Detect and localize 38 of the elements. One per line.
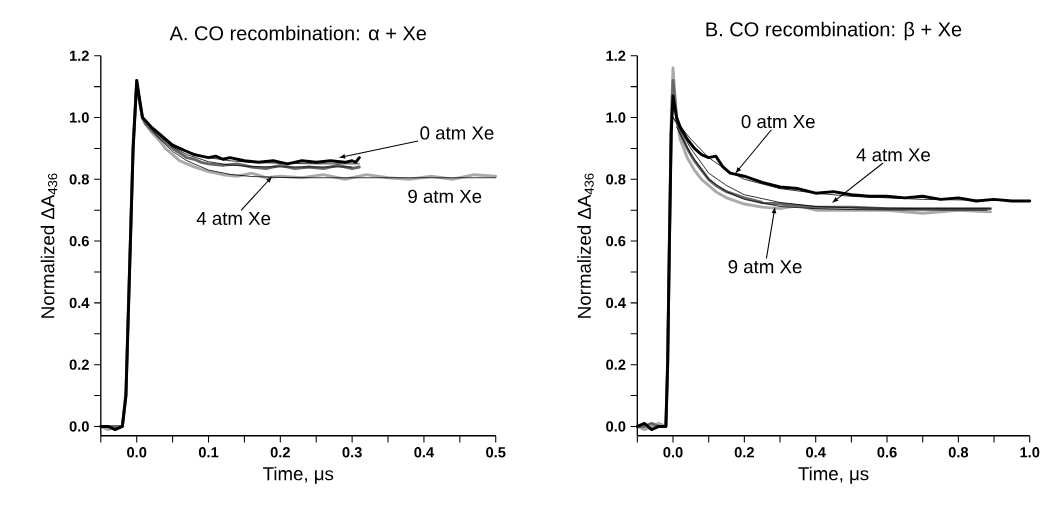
y-axis-title: Normalized ΔA$_{436}$ <box>577 173 594 318</box>
annotation: 0 atm Xe <box>741 114 815 129</box>
y-tick-label: 0.2 <box>606 359 626 370</box>
y-tick-label: 0.0 <box>69 421 89 432</box>
annotation: 9 atm Xe <box>408 189 482 203</box>
y-tick-label: 0.8 <box>606 174 626 185</box>
x-tick-label: 0.0 <box>127 447 147 458</box>
x-tick-label: 0.3 <box>342 447 362 458</box>
y-tick-label: 1.2 <box>606 50 626 61</box>
chart-title: B. CO recombination: β + Xe <box>706 21 962 41</box>
annotation: 0 atm Xe <box>420 126 494 140</box>
x-tick-label: 0.6 <box>877 447 897 458</box>
x-axis-title: Time, μs <box>263 466 334 484</box>
x-tick-label: 0.2 <box>270 447 290 458</box>
y-tick-label: 0.4 <box>606 297 626 309</box>
annotation: 4 atm Xe <box>196 212 271 226</box>
y-tick-label: 0.6 <box>69 235 89 247</box>
x-tick-label: 0.5 <box>486 447 506 458</box>
chart-title: A. CO recombination: α + Xe <box>169 25 427 41</box>
y-tick-label: 0.0 <box>606 421 626 432</box>
y-axis-title: Normalized ΔA$_{436}$ <box>40 173 58 318</box>
y-tick-label: 0.6 <box>606 235 626 247</box>
y-tick-label: 0.2 <box>69 359 89 370</box>
x-tick-label: 0.1 <box>198 447 219 458</box>
y-tick-label: 1.0 <box>69 112 89 123</box>
y-tick-label: 0.8 <box>69 174 89 185</box>
x-axis-title: Time, μs <box>798 466 869 484</box>
y-tick-label: 1.2 <box>69 50 89 61</box>
annotation: 9 atm Xe <box>728 260 802 274</box>
y-tick-label: 1.0 <box>606 112 626 123</box>
y-tick-label: 0.4 <box>69 297 90 309</box>
x-tick-label: 0.8 <box>948 447 969 458</box>
x-tick-label: 1.0 <box>1020 447 1040 458</box>
x-tick-label: 0.0 <box>663 447 683 458</box>
x-tick-label: 0.2 <box>734 447 754 458</box>
annotation: 4 atm Xe <box>856 148 930 162</box>
x-tick-label: 0.4 <box>806 447 826 458</box>
x-tick-label: 0.4 <box>414 447 435 458</box>
